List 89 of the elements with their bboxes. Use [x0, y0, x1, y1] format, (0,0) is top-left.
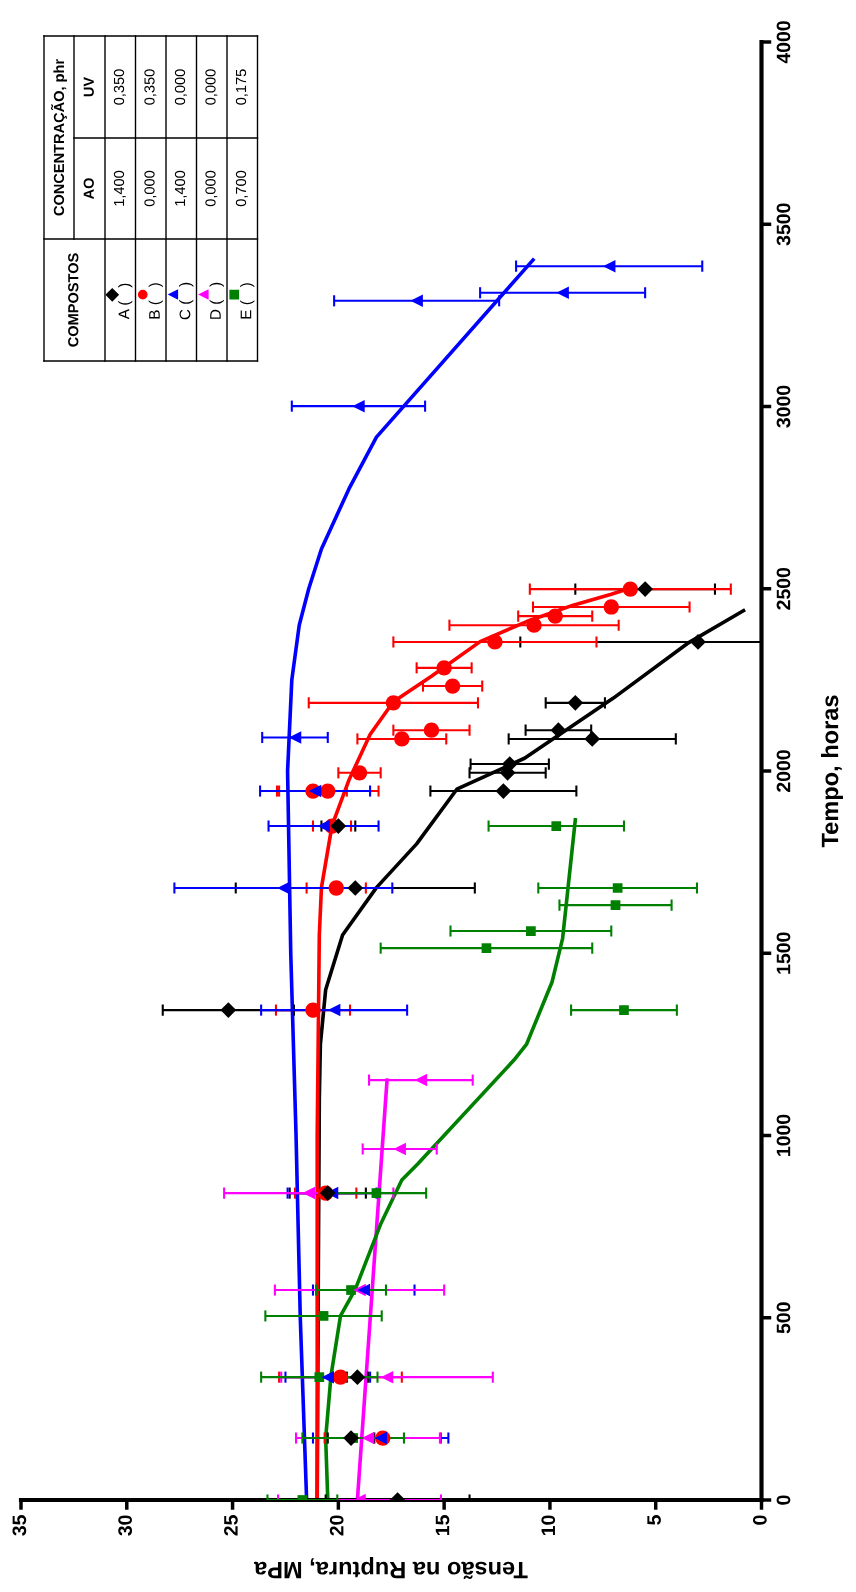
point: [317, 819, 330, 833]
point: [526, 617, 542, 633]
y-tick-label: 0: [776, 1495, 791, 1505]
point: [328, 880, 344, 896]
annotation: 0,000: [205, 170, 218, 207]
annotation: 0,000: [174, 69, 187, 105]
point: [602, 259, 616, 273]
y-tick-label: 3500: [776, 203, 791, 246]
point: [414, 1073, 428, 1087]
point: [374, 1431, 387, 1445]
x-tick-label: 10: [541, 1515, 556, 1535]
point: [690, 634, 706, 650]
point: [393, 1142, 406, 1156]
point: [277, 881, 290, 895]
point: [481, 943, 492, 954]
x-tick-label: 35: [12, 1515, 27, 1536]
point: [351, 765, 368, 781]
point: [349, 1369, 366, 1386]
point: [619, 1005, 629, 1015]
y-tick-label: 1500: [776, 932, 791, 974]
point: [501, 756, 518, 772]
point: [357, 1283, 370, 1297]
x-tick-label: 15: [435, 1515, 450, 1535]
point: [610, 900, 621, 910]
point: [332, 1369, 349, 1385]
point: [346, 1285, 356, 1295]
legend-label: C ( ): [179, 282, 194, 320]
point: [603, 599, 619, 615]
point: [371, 1188, 382, 1198]
point: [330, 818, 347, 834]
annotation: COMPOSTOS: [68, 253, 79, 347]
annotation: 0,000: [144, 170, 157, 207]
point: [343, 1430, 359, 1446]
y-tick-label: 1000: [776, 1114, 791, 1156]
point: [637, 581, 653, 597]
point: [436, 660, 452, 676]
y-tick-label: 3000: [776, 385, 791, 428]
point: [352, 399, 365, 413]
point: [347, 880, 364, 896]
point: [612, 883, 623, 893]
point: [567, 694, 584, 711]
y-axis-title: Tempo, horas: [820, 695, 844, 848]
point: [551, 821, 562, 831]
point: [385, 695, 401, 711]
y-tick-label: 4000: [776, 21, 791, 64]
point: [495, 783, 512, 799]
point: [380, 1370, 394, 1384]
annotation: 1,400: [113, 170, 126, 206]
annotation: 0,700: [235, 170, 248, 207]
annotation: 0,350: [113, 69, 126, 105]
x-tick-label: 25: [224, 1515, 238, 1536]
annotation: 0,350: [144, 69, 157, 105]
point: [556, 286, 569, 300]
point: [410, 294, 423, 308]
legend-label: E ( ): [240, 283, 255, 319]
x-axis-title: Tensão na Ruptura, MPa: [253, 1557, 528, 1579]
point: [302, 1186, 315, 1200]
legend-label: B ( ): [148, 283, 163, 319]
point: [487, 634, 503, 650]
point: [318, 1311, 329, 1321]
point: [584, 731, 601, 747]
annotation: AO: [83, 178, 94, 200]
point: [220, 1002, 237, 1018]
point: [423, 722, 440, 738]
point: [394, 731, 410, 747]
x-tick-label: 30: [118, 1515, 133, 1536]
point: [444, 678, 461, 694]
x-tick-label: 0: [752, 1515, 767, 1525]
annotation: 1,400: [174, 170, 187, 206]
annotation: 0,175: [235, 69, 248, 105]
annotation: CONCENTRAÇÃO, phr: [51, 59, 67, 216]
point: [320, 783, 336, 799]
point: [321, 1370, 335, 1384]
point: [550, 722, 567, 739]
y-tick-label: 2000: [776, 750, 791, 792]
annotation: UV: [83, 76, 94, 97]
point: [547, 608, 563, 624]
point: [622, 581, 638, 597]
point: [305, 1002, 321, 1018]
x-tick-label: 20: [329, 1515, 344, 1536]
annotation: 0,000: [205, 69, 218, 105]
point: [526, 926, 536, 936]
legend-label: A ( ): [118, 283, 133, 320]
x-tick-label: 5: [647, 1515, 661, 1525]
y-tick-label: 2500: [776, 567, 791, 610]
legend-label: D ( ): [209, 282, 224, 319]
y-tick-label: 500: [776, 1302, 791, 1334]
point: [361, 1431, 375, 1445]
point: [314, 1372, 325, 1383]
